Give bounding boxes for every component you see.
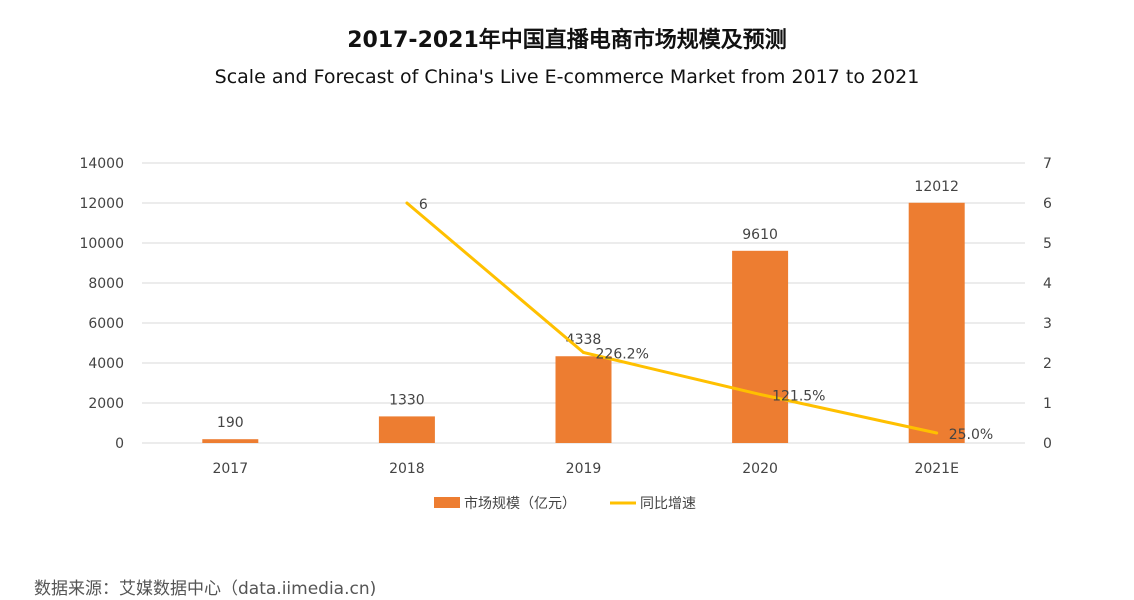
bar-data-label: 190 [217,415,244,431]
chart-title: 2017-2021年中国直播电商市场规模及预测 [347,28,787,53]
x-tick-label: 2019 [566,461,602,477]
y2-tick-label: 4 [1043,276,1052,292]
y-tick-label: 12000 [79,196,124,212]
bar [378,416,435,443]
growth-line [405,201,938,435]
y-tick-label: 10000 [79,236,124,252]
legend-bar-swatch [434,497,460,508]
x-tick-label: 2020 [742,461,778,477]
bar [555,356,612,443]
y2-tick-label: 1 [1043,396,1052,412]
line-data-label: 121.5% [772,388,825,404]
y-tick-label: 14000 [79,156,124,172]
y-tick-label: 0 [115,436,124,452]
chart-subtitle: Scale and Forecast of China's Live E-com… [214,66,920,88]
line-data-label: 25.0% [949,427,993,443]
line-data-label: 226.2% [596,347,649,363]
x-tick-label: 2018 [389,461,425,477]
y2-tick-label: 2 [1043,356,1052,372]
line-point [582,351,585,355]
y2-tick-label: 3 [1043,316,1052,332]
bar-data-label: 9610 [742,227,778,243]
line-point [935,431,939,435]
y2-tick-label: 0 [1043,436,1052,452]
line-data-label: 6 [419,197,428,213]
bar [908,202,965,443]
y-tick-label: 6000 [88,316,124,332]
y2-tick-label: 5 [1043,236,1052,252]
legend-line-label: 同比增速 [640,496,696,512]
source-note: 数据来源：艾媒数据中心（data.iimedia.cn) [34,579,377,599]
y-tick-label: 8000 [88,276,124,292]
y2-tick-label: 7 [1043,156,1052,172]
bar-data-label: 12012 [914,179,959,195]
line-point [758,392,762,396]
line-point [405,201,409,205]
bar [202,439,259,443]
legend-bar-label: 市场规模（亿元） [464,495,576,512]
y-tick-label: 2000 [88,396,124,412]
x-tick-label: 2021E [914,461,958,477]
bar [732,250,789,443]
y2-tick-label: 6 [1043,196,1052,212]
bar-data-label: 1330 [389,392,425,408]
x-tick-label: 2017 [212,461,248,477]
y-tick-label: 4000 [88,356,124,372]
